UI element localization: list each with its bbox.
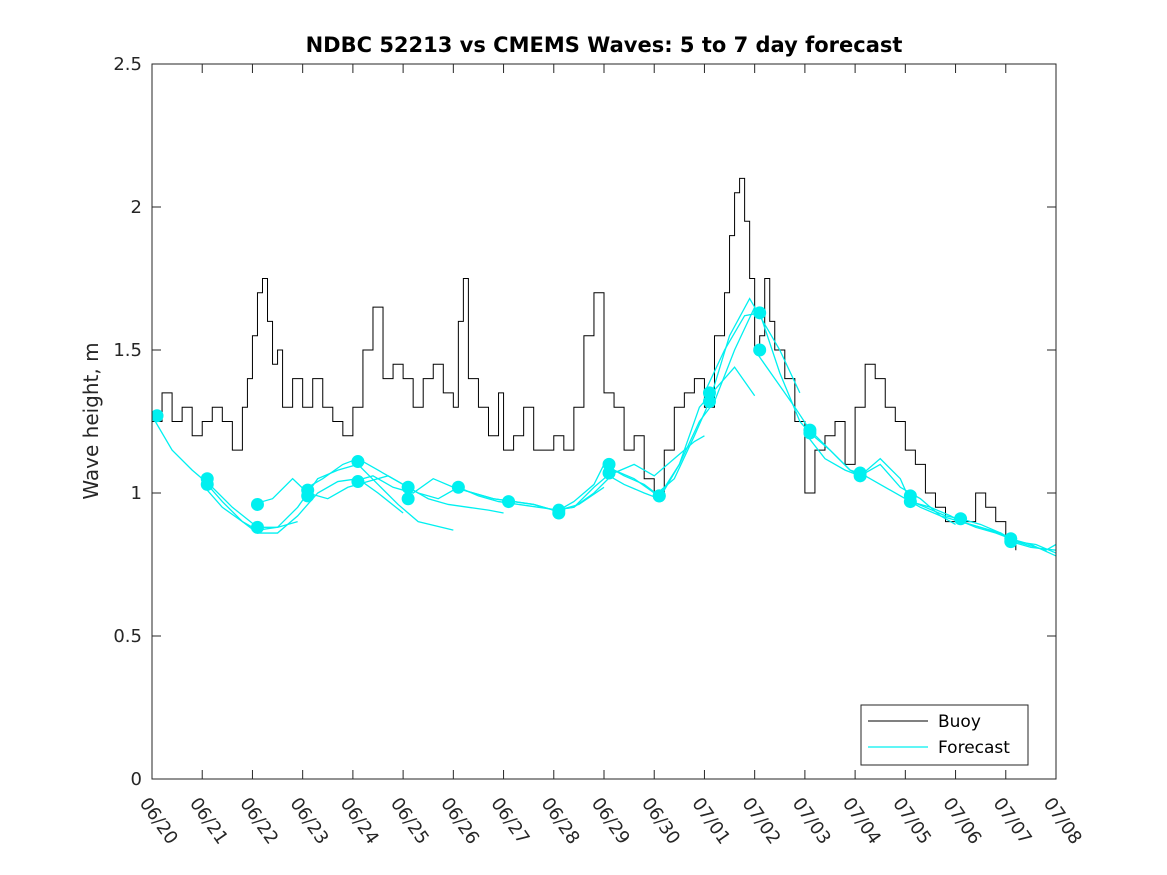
forecast-marker — [401, 492, 415, 506]
forecast-marker — [1004, 535, 1018, 549]
forecast-marker — [602, 466, 616, 480]
legend-buoy-label: Buoy — [938, 712, 981, 732]
forecast-marker — [401, 480, 415, 494]
forecast-run-line-14 — [905, 498, 1056, 551]
y-axis-label: Wave height, m — [79, 342, 103, 499]
forecast-marker — [552, 506, 566, 520]
forecast-marker — [351, 475, 365, 489]
y-tick-label: 0 — [131, 769, 142, 790]
forecast-run-line-3 — [201, 478, 404, 534]
plot-area — [152, 64, 1056, 779]
forecast-marker — [351, 455, 365, 469]
forecast-run-line-7 — [453, 435, 705, 511]
forecast-marker — [753, 306, 767, 320]
forecast-marker — [954, 512, 968, 526]
y-tick-label: 0.5 — [113, 626, 142, 647]
series-layer — [152, 177, 1056, 557]
forecast-marker — [903, 495, 917, 509]
forecast-run-line-9 — [603, 306, 756, 500]
y-tick-label: 1.5 — [113, 340, 142, 361]
chart-title: NDBC 52213 vs CMEMS Waves: 5 to 7 day fo… — [306, 33, 903, 57]
forecast-marker — [200, 477, 214, 491]
legend: Buoy Forecast — [860, 704, 1029, 766]
legend-box — [860, 704, 1029, 766]
forecast-marker — [301, 489, 315, 503]
forecast-marker — [250, 520, 264, 534]
buoy-series-line — [152, 177, 1017, 551]
y-tick-label: 2.5 — [113, 54, 142, 75]
forecast-marker — [803, 426, 817, 440]
forecast-marker — [652, 489, 666, 503]
forecast-marker — [702, 394, 716, 408]
forecast-marker — [753, 343, 767, 357]
forecast-marker — [451, 480, 465, 494]
y-tick-label: 1 — [131, 483, 142, 504]
legend-forecast-label: Forecast — [938, 738, 1010, 758]
forecast-marker — [853, 469, 867, 483]
forecast-marker — [250, 497, 264, 511]
forecast-marker — [502, 495, 516, 509]
forecast-run-line-8 — [553, 366, 756, 514]
forecast-run-line-10 — [653, 297, 801, 497]
y-tick-label: 2 — [131, 197, 142, 218]
forecast-run-line-15 — [955, 518, 1056, 557]
forecast-marker — [152, 409, 164, 423]
